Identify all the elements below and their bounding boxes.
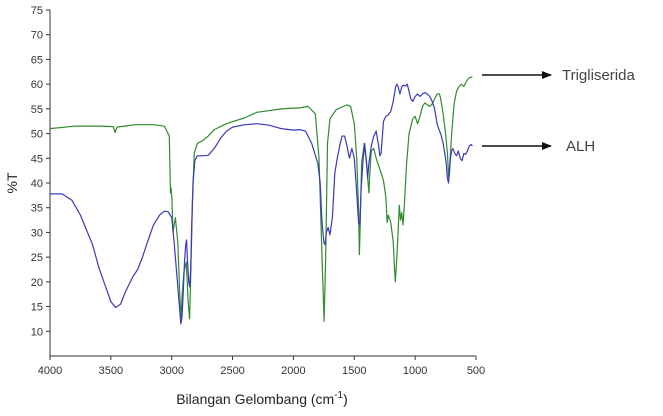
alh-label: ALH bbox=[566, 138, 595, 155]
y-tick-label: 15 bbox=[31, 302, 43, 314]
y-tick-label: 75 bbox=[31, 5, 43, 17]
y-axis-title: %T bbox=[4, 172, 20, 193]
y-tick-label: 60 bbox=[31, 79, 43, 91]
x-axis-title-superscript: -1 bbox=[334, 390, 343, 401]
x-tick-label: 500 bbox=[467, 365, 485, 377]
series-layer bbox=[49, 76, 473, 325]
x-tick-label: 3500 bbox=[99, 365, 123, 377]
y-tick-label: 45 bbox=[31, 153, 43, 165]
trigliserida-label: Trigliserida bbox=[562, 67, 635, 84]
x-tick-label: 2000 bbox=[281, 365, 305, 377]
x-tick-label: 2500 bbox=[220, 365, 244, 377]
series-label-trigliserida: Trigliserida bbox=[482, 67, 635, 84]
series-label-alh: ALH bbox=[482, 138, 595, 155]
y-tick-label: 35 bbox=[31, 203, 43, 215]
y-tick-label: 25 bbox=[31, 252, 43, 264]
y-tick-label: 10 bbox=[31, 326, 43, 338]
series-line-alh bbox=[50, 83, 473, 325]
x-tick-label: 3000 bbox=[159, 365, 183, 377]
x-axis-title-close: ) bbox=[343, 391, 348, 407]
x-axis-title-main: Bilangan Gelombang (cm bbox=[176, 391, 334, 407]
y-tick-label: 65 bbox=[31, 54, 43, 66]
series-line-trigliserida bbox=[49, 76, 473, 322]
x-axis-title: Bilangan Gelombang (cm-1) bbox=[176, 390, 348, 407]
y-tick-label: 50 bbox=[31, 129, 43, 141]
y-tick-label: 70 bbox=[31, 30, 43, 42]
x-axis-ticks: 4000 3500 3000 2500 2000 1500 1000 500 bbox=[38, 356, 485, 377]
x-tick-label: 1000 bbox=[403, 365, 427, 377]
y-tick-label: 40 bbox=[31, 178, 43, 190]
y-axis-ticks: 10 15 20 25 30 35 40 45 50 55 60 65 70 75 bbox=[31, 5, 50, 338]
y-tick-label: 30 bbox=[31, 227, 43, 239]
x-tick-label: 1500 bbox=[342, 365, 366, 377]
plot-frame bbox=[49, 10, 476, 357]
x-tick-label: 4000 bbox=[38, 365, 62, 377]
y-tick-label: 55 bbox=[31, 104, 43, 116]
y-tick-label: 20 bbox=[31, 277, 43, 289]
